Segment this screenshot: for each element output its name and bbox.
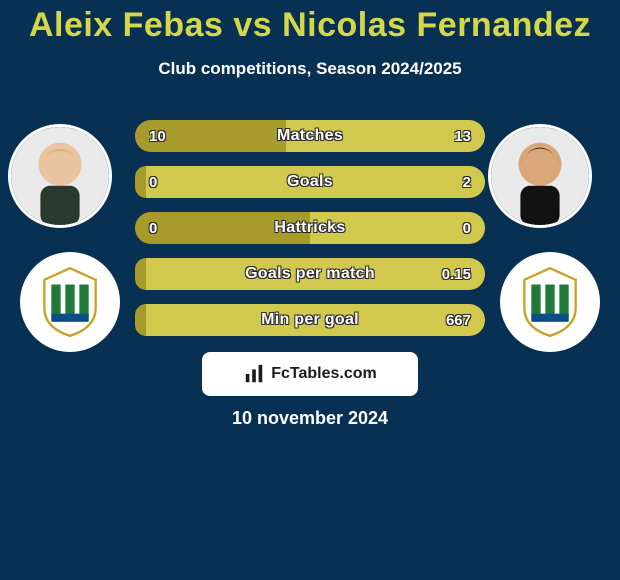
club-left-badge bbox=[20, 252, 120, 352]
stat-value-right: 0 bbox=[463, 220, 471, 237]
stat-row: Goals0 2 bbox=[135, 166, 485, 198]
stat-row: Goals per match0.15 bbox=[135, 258, 485, 290]
stat-label: Hattricks bbox=[135, 219, 485, 237]
chart-icon bbox=[243, 363, 265, 385]
stat-row: Min per goal667 bbox=[135, 304, 485, 336]
club-right-badge bbox=[500, 252, 600, 352]
source-badge: FcTables.com bbox=[202, 352, 418, 396]
player-left-avatar bbox=[8, 124, 112, 228]
stat-value-right: 667 bbox=[446, 312, 471, 329]
stat-value-left: 0 bbox=[149, 174, 157, 191]
subtitle: Club competitions, Season 2024/2025 bbox=[0, 59, 620, 79]
source-label: FcTables.com bbox=[271, 365, 377, 383]
page-title: Aleix Febas vs Nicolas Fernandez bbox=[0, 6, 620, 45]
stat-value-left: 10 bbox=[149, 128, 166, 145]
stat-value-left: 0 bbox=[149, 220, 157, 237]
stat-row: Hattricks0 0 bbox=[135, 212, 485, 244]
stat-value-right: 2 bbox=[463, 174, 471, 191]
stat-value-right: 13 bbox=[454, 128, 471, 145]
stat-label: Goals per match bbox=[135, 265, 485, 283]
stat-label: Min per goal bbox=[135, 311, 485, 329]
stat-label: Matches bbox=[135, 127, 485, 145]
stat-bars: Matches1013Goals02Hattricks00Goals per m… bbox=[135, 120, 485, 350]
comparison-card: Aleix Febas vs Nicolas Fernandez Club co… bbox=[0, 0, 620, 460]
crest-right-icon bbox=[515, 267, 585, 337]
footer-date: 10 november 2024 bbox=[0, 408, 620, 429]
stat-value-right: 0.15 bbox=[442, 266, 471, 283]
stat-label: Goals bbox=[135, 173, 485, 191]
crest-left-icon bbox=[35, 267, 105, 337]
avatar-right-icon bbox=[491, 127, 589, 225]
avatar-left-icon bbox=[11, 127, 109, 225]
player-right-avatar bbox=[488, 124, 592, 228]
stat-row: Matches10 13 bbox=[135, 120, 485, 152]
